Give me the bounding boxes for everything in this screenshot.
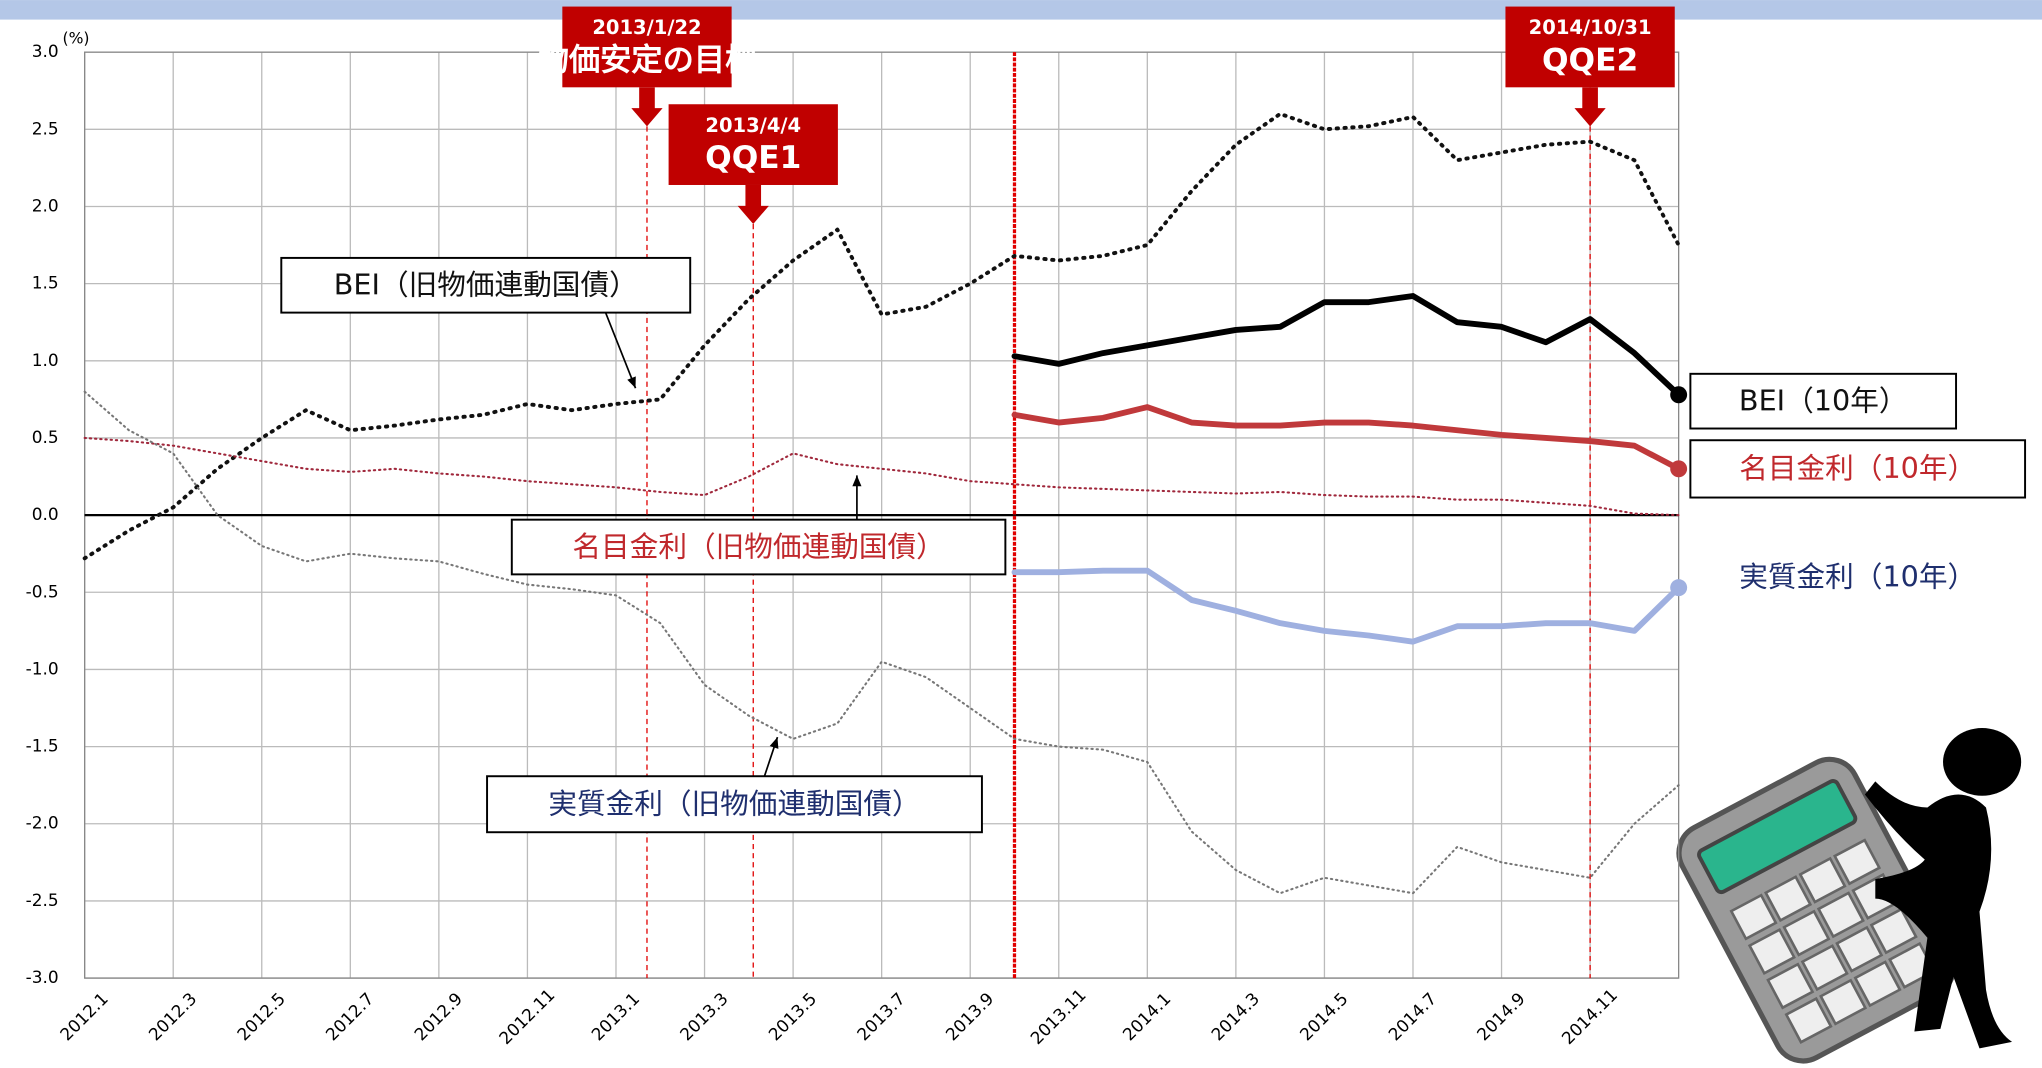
unit-label: (%)	[63, 30, 90, 48]
y-tick-label: -3.0	[26, 967, 59, 987]
legend-label: 名目金利（旧物価連動国債）	[572, 529, 944, 563]
legend-label: BEI（10年）	[1739, 383, 1908, 417]
y-tick-label: -2.5	[26, 890, 59, 910]
event-arrow	[738, 185, 769, 224]
calculator-figure	[1669, 728, 2021, 1068]
y-tick-label: -0.5	[26, 581, 59, 601]
x-tick-label: 2012.11	[495, 985, 559, 1049]
y-tick-label: 1.5	[32, 273, 59, 293]
y-tick-label: 2.0	[32, 195, 59, 215]
series-line	[1014, 571, 1678, 642]
x-tick-label: 2014.3	[1207, 988, 1263, 1044]
series-line	[1014, 296, 1678, 395]
y-tick-label: -1.0	[26, 658, 59, 678]
event-label: QQE1	[705, 140, 801, 176]
legend-label: 実質金利（10年）	[1739, 559, 1976, 593]
x-tick-label: 2013.5	[764, 988, 820, 1044]
y-tick-label: 3.0	[32, 41, 59, 61]
page: (%) 3.0 2.5 2.0 1.5 1.0 0.5 0.0 -0.5 -1.0 -1.5 -2.…	[0, 0, 2042, 1068]
x-tick-label: 2013.11	[1026, 985, 1090, 1049]
legend-pointer-head	[627, 376, 635, 388]
legend-label: 名目金利（10年）	[1739, 451, 1976, 485]
y-tick-label: -2.0	[26, 813, 59, 833]
event-label: 物価安定の目標	[538, 42, 757, 78]
series-end-dot	[1670, 386, 1687, 403]
legend-label: BEI（旧物価連動国債）	[334, 268, 638, 302]
x-tick-label: 2013.3	[676, 988, 732, 1044]
x-tick-label: 2012.1	[56, 988, 112, 1044]
series-end-dot	[1670, 460, 1687, 477]
y-tick-label: 2.5	[32, 118, 59, 138]
x-tick-label: 2012.5	[233, 988, 289, 1044]
x-tick-label: 2012.3	[145, 988, 201, 1044]
event-date: 2013/1/22	[592, 16, 701, 39]
event-arrow	[1574, 87, 1605, 126]
legend-pointer-head	[852, 475, 861, 486]
event-date: 2013/4/4	[705, 114, 801, 137]
x-tick-label: 2014.11	[1558, 985, 1622, 1049]
x-tick-label: 2012.7	[322, 988, 378, 1044]
x-tick-label: 2013.7	[853, 988, 909, 1044]
x-tick-label: 2014.1	[1119, 988, 1175, 1044]
x-tick-label: 2014.7	[1384, 988, 1440, 1044]
x-tick-label: 2012.9	[410, 988, 466, 1044]
x-tick-label: 2014.9	[1473, 988, 1529, 1044]
event-date: 2014/10/31	[1529, 16, 1652, 39]
y-tick-label: 1.0	[32, 350, 59, 370]
event-arrow	[631, 87, 662, 126]
legend-pointer	[606, 313, 636, 389]
y-tick-label: 0.0	[32, 504, 59, 524]
x-tick-label: 2014.5	[1296, 988, 1352, 1044]
x-tick-label: 2013.1	[587, 988, 643, 1044]
y-tick-label: -1.5	[26, 736, 59, 756]
chart: (%) 3.0 2.5 2.0 1.5 1.0 0.5 0.0 -0.5 -1.0 -1.5 -2.…	[0, 0, 2042, 1068]
top-band	[0, 0, 2042, 20]
legend-label: 実質金利（旧物価連動国債）	[548, 787, 920, 821]
series-end-dot	[1670, 579, 1687, 596]
x-tick-label: 2013.9	[942, 988, 998, 1044]
event-label: QQE2	[1542, 42, 1638, 78]
y-tick-label: 0.5	[32, 427, 59, 447]
